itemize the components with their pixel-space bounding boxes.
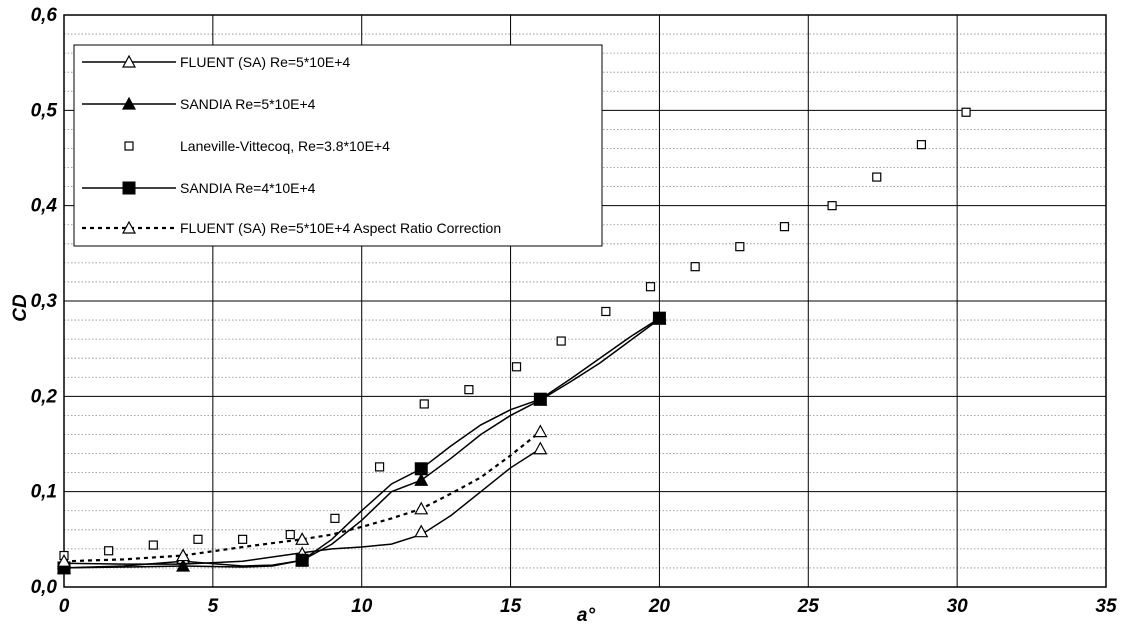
data-point-series-3 xyxy=(827,201,837,211)
legend-label-1: FLUENT (SA) Re=5*10E+4 xyxy=(180,54,350,70)
data-point-series-4 xyxy=(533,392,547,406)
legend-marker-4 xyxy=(122,181,136,195)
x-tick-label: 30 xyxy=(947,596,969,617)
series-markers xyxy=(56,107,971,575)
data-point-series-4 xyxy=(652,311,666,325)
data-point-series-3 xyxy=(601,306,611,317)
data-point-series-3 xyxy=(735,242,745,252)
legend-label-5: FLUENT (SA) Re=5*10E+4 Aspect Ratio Corr… xyxy=(180,220,501,236)
y-tick-label: 0,2 xyxy=(31,386,58,407)
data-point-series-3 xyxy=(330,513,340,523)
data-point-series-2 xyxy=(414,472,429,486)
data-point-series-1 xyxy=(414,524,429,538)
data-point-series-5 xyxy=(176,548,191,562)
x-tick-label: 5 xyxy=(208,596,219,617)
legend-marker-2 xyxy=(121,96,137,110)
data-point-series-5 xyxy=(414,501,429,515)
y-tick-label: 0,0 xyxy=(31,577,58,598)
data-point-series-4 xyxy=(295,553,309,567)
data-point-series-3 xyxy=(779,222,790,232)
legend-label-3: Laneville-Vittecoq, Re=3.8*10E+4 xyxy=(180,138,390,154)
data-point-series-3 xyxy=(690,262,700,272)
y-tick-label: 0,6 xyxy=(31,5,58,26)
y-tick-label: 0,3 xyxy=(31,291,58,312)
x-tick-label: 0 xyxy=(59,596,70,617)
data-point-series-3 xyxy=(511,362,522,372)
data-point-series-3 xyxy=(645,282,656,292)
x-tick-label: 20 xyxy=(648,596,671,617)
data-point-series-3 xyxy=(238,534,248,544)
legend-marker-1 xyxy=(121,54,137,68)
data-point-series-5 xyxy=(56,554,72,567)
legend-marker-5 xyxy=(121,220,137,234)
data-point-series-3 xyxy=(193,534,203,544)
legend: FLUENT (SA) Re=5*10E+4 SANDIA Re=5*10E+4 L… xyxy=(73,44,603,247)
x-tick-label: 25 xyxy=(797,596,820,617)
plot-area-frame xyxy=(63,14,1107,588)
y-tick-label: 0,1 xyxy=(31,482,57,503)
legend-marker-3 xyxy=(124,141,134,151)
y-tick-label: 0,4 xyxy=(31,196,58,217)
data-point-series-3 xyxy=(464,385,474,395)
series-line-4 xyxy=(63,317,660,569)
data-point-series-1 xyxy=(533,441,548,455)
legend-label-2: SANDIA Re=5*10E+4 xyxy=(180,96,316,112)
data-point-series-4 xyxy=(414,462,428,476)
data-point-series-5 xyxy=(533,424,548,438)
data-point-series-3 xyxy=(148,540,158,550)
data-point-series-3 xyxy=(556,336,566,346)
x-tick-label: 35 xyxy=(1095,596,1117,617)
y-tick-label: 0,5 xyxy=(31,100,58,121)
x-tick-label: 15 xyxy=(500,596,522,617)
data-point-series-3 xyxy=(285,529,295,540)
data-point-series-3 xyxy=(872,172,882,182)
data-point-series-5 xyxy=(295,532,310,545)
x-tick-label: 10 xyxy=(351,596,373,617)
data-point-series-3 xyxy=(104,546,114,556)
legend-box xyxy=(73,44,603,247)
y-axis-title: CD xyxy=(10,294,31,322)
data-point-series-2 xyxy=(176,558,191,572)
tick-labels: 0 5 10 15 20 25 30 35 0,0 0,1 0,2 0,3 0,4 0,5 0,6 xyxy=(31,5,1117,617)
data-point-series-3 xyxy=(374,462,385,472)
series-line-2 xyxy=(63,318,660,569)
data-point-series-3 xyxy=(916,140,927,150)
data-point-series-3 xyxy=(419,399,429,409)
x-axis-title: a° xyxy=(577,605,596,626)
data-point-series-3 xyxy=(961,107,971,117)
legend-label-4: SANDIA Re=4*10E+4 xyxy=(180,180,316,196)
